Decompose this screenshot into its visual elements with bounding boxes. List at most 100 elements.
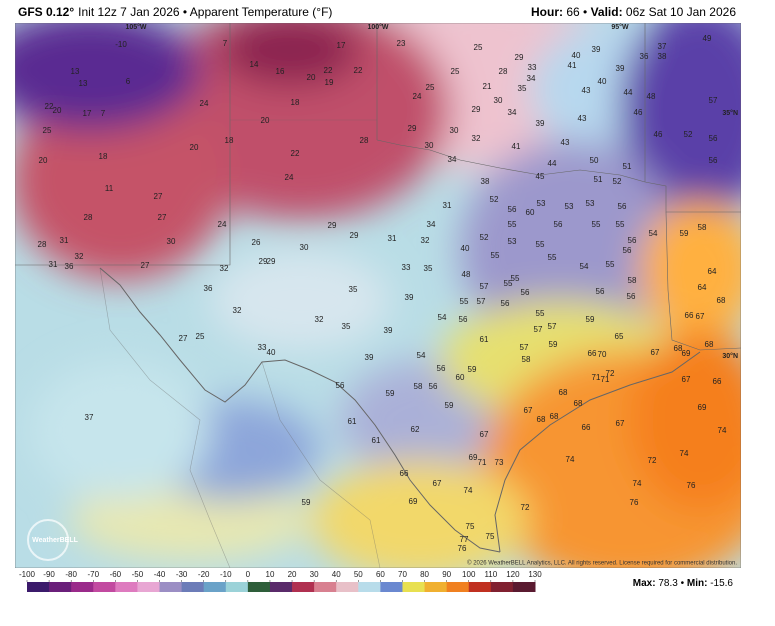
station-value: 27 — [154, 192, 163, 201]
colorbar-label: -50 — [132, 570, 144, 579]
station-value: 61 — [372, 436, 381, 445]
station-value: 34 — [527, 74, 536, 83]
station-value: 75 — [466, 522, 475, 531]
colorbar-segment — [380, 582, 403, 592]
station-value: 35 — [424, 264, 433, 273]
colorbar-segment — [225, 582, 249, 592]
colorbar-segment — [247, 582, 271, 592]
station-value: 55 — [536, 309, 545, 318]
station-value: 62 — [411, 425, 420, 434]
station-value: 39 — [384, 326, 393, 335]
station-value: 18 — [225, 136, 234, 145]
station-value: 39 — [592, 45, 601, 54]
station-value: 30 — [450, 126, 459, 135]
mexico-line — [99, 267, 231, 568]
station-value: 66 — [400, 469, 409, 478]
colorbar-segment — [314, 582, 337, 592]
colorbar-label: 10 — [266, 570, 275, 579]
grid-label: 105°W — [125, 23, 146, 31]
station-value: 51 — [623, 162, 632, 171]
station-value: 74 — [680, 449, 689, 458]
station-value: 59 — [302, 498, 311, 507]
station-value: 76 — [630, 498, 639, 507]
station-value: 56 — [508, 205, 517, 214]
colorbar-segment — [424, 582, 448, 592]
station-value: 18 — [99, 152, 108, 161]
station-value: 20 — [53, 106, 62, 115]
station-value: 57 — [534, 325, 543, 334]
station-value: 20 — [39, 156, 48, 165]
station-value: 33 — [402, 263, 411, 272]
colorbar: -100 -90 -80 -70 -60 -50 -40 -30 -20 -10 0 10 20 30 40… — [19, 570, 542, 592]
station-value: 71 — [601, 375, 610, 384]
station-value: -10 — [115, 40, 127, 49]
station-value: 67 — [616, 419, 625, 428]
station-value: 43 — [582, 86, 591, 95]
station-value: 53 — [565, 202, 574, 211]
station-value: 74 — [464, 486, 473, 495]
colorbar-segment — [159, 582, 183, 592]
mexico-line — [261, 361, 381, 568]
state-line — [15, 23, 231, 266]
station-value: 20 — [307, 73, 316, 82]
station-value: 32 — [220, 264, 229, 273]
station-value: 32 — [421, 236, 430, 245]
station-value: 34 — [427, 220, 436, 229]
station-value: 56 — [623, 246, 632, 255]
station-value: 17 — [83, 109, 92, 118]
station-value: 71 — [478, 458, 487, 467]
grid-label: 100°W — [367, 23, 388, 31]
station-value: 29 — [328, 221, 337, 230]
station-value: 68 — [550, 412, 559, 421]
borders — [15, 23, 741, 568]
colorbar-label: 60 — [376, 570, 385, 579]
station-value: 40 — [572, 51, 581, 60]
station-value: 35 — [349, 285, 358, 294]
station-value: 61 — [480, 335, 489, 344]
station-value: 31 — [388, 234, 397, 243]
colorbar-segment — [446, 582, 470, 592]
station-value: 30 — [167, 237, 176, 246]
station-value: 34 — [448, 155, 457, 164]
station-value: 24 — [200, 99, 209, 108]
station-value: 59 — [386, 389, 395, 398]
station-value: 69 — [698, 403, 707, 412]
station-value: 25 — [451, 67, 460, 76]
colorbar-label: -40 — [154, 570, 166, 579]
station-value: 68 — [537, 415, 546, 424]
station-value: 58 — [522, 355, 531, 364]
station-value: 56 — [459, 315, 468, 324]
station-value: 21 — [483, 82, 492, 91]
station-value: 55 — [548, 253, 557, 262]
station-value: 46 — [634, 108, 643, 117]
station-value: 22 — [354, 66, 363, 75]
station-value: 29 — [408, 124, 417, 133]
station-value: 22 — [324, 66, 333, 75]
description: Init 12z 7 Jan 2026 • Apparent Temperatu… — [78, 5, 332, 19]
valid-label: Valid: — [591, 5, 623, 19]
station-value: 72 — [648, 456, 657, 465]
valid: 06z Sat 10 Jan 2026 — [623, 5, 737, 19]
station-value: 56 — [618, 202, 627, 211]
grid-labels: 105°W 100°W 95°W 35°N 30°N — [125, 23, 738, 360]
station-value: 54 — [649, 229, 658, 238]
station-value: 52 — [480, 233, 489, 242]
station-value: 54 — [580, 262, 589, 271]
colorbar-label: -20 — [198, 570, 210, 579]
station-value: 56 — [554, 220, 563, 229]
colorbar-segment — [115, 582, 138, 592]
station-value: 58 — [414, 382, 423, 391]
station-value: 48 — [462, 270, 471, 279]
station-value: 30 — [425, 141, 434, 150]
station-value: 26 — [252, 238, 261, 247]
station-value: 38 — [658, 52, 667, 61]
separator: • — [678, 578, 687, 589]
colorbar-segment — [468, 582, 492, 592]
station-value: 17 — [337, 41, 346, 50]
station-value: 77 — [460, 535, 469, 544]
station-value: 61 — [348, 417, 357, 426]
model: GFS 0.12° — [18, 5, 74, 19]
station-value: 32 — [233, 306, 242, 315]
